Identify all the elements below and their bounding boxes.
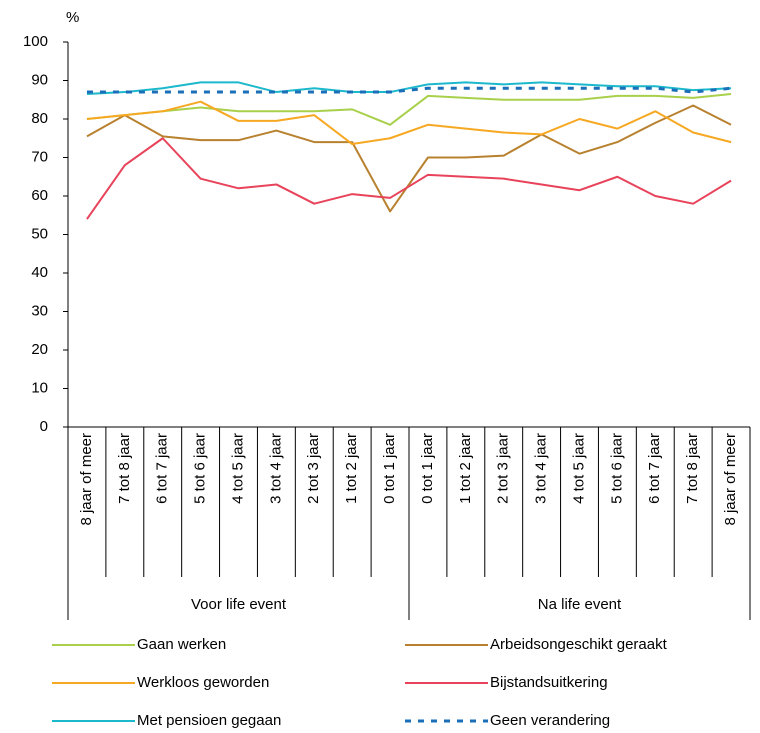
legend-label: Werkloos geworden <box>137 674 269 691</box>
y-tick-label: 10 <box>31 379 48 396</box>
x-tick-label: 5 tot 6 jaar <box>192 433 209 504</box>
legend-label: Met pensioen gegaan <box>137 712 281 729</box>
x-tick-label: 8 jaar of meer <box>78 433 95 526</box>
x-tick-label: 2 tot 3 jaar <box>305 433 322 504</box>
x-tick-label: 6 tot 7 jaar <box>154 433 171 504</box>
x-tick-label: 1 tot 2 jaar <box>457 433 474 504</box>
x-tick-label: 7 tot 8 jaar <box>116 433 133 504</box>
y-tick-label: 20 <box>31 341 48 358</box>
series-line <box>86 92 732 126</box>
x-tick-label: 0 tot 1 jaar <box>419 433 436 504</box>
group-label: Na life event <box>538 596 622 613</box>
series-line <box>86 104 732 213</box>
y-axis-label: % <box>66 9 79 26</box>
x-tick-label: 1 tot 2 jaar <box>343 433 360 504</box>
series-line <box>86 100 732 146</box>
legend-label: Gaan werken <box>137 636 226 653</box>
y-tick-label: 70 <box>31 148 48 165</box>
x-tick-label: 5 tot 6 jaar <box>608 433 625 504</box>
y-tick-label: 90 <box>31 71 48 88</box>
x-tick-label: 3 tot 4 jaar <box>533 433 550 504</box>
legend-label: Arbeidsongeschikt geraakt <box>490 636 668 653</box>
series-line <box>86 86 732 94</box>
x-tick-label: 8 jaar of meer <box>722 433 739 526</box>
x-tick-label: 4 tot 5 jaar <box>570 433 587 504</box>
group-label: Voor life event <box>191 596 287 613</box>
x-tick-label: 3 tot 4 jaar <box>267 433 284 504</box>
y-tick-label: 50 <box>31 225 48 242</box>
x-tick-label: 7 tot 8 jaar <box>684 433 701 504</box>
x-tick-label: 4 tot 5 jaar <box>229 433 246 504</box>
series-line <box>86 81 732 95</box>
y-tick-label: 100 <box>23 33 48 50</box>
y-tick-label: 30 <box>31 302 48 319</box>
legend-label: Bijstandsuitkering <box>490 674 608 691</box>
y-tick-label: 80 <box>31 110 48 127</box>
y-tick-label: 60 <box>31 187 48 204</box>
legend-label: Geen verandering <box>490 712 610 729</box>
y-tick-label: 0 <box>40 418 48 435</box>
y-tick-label: 40 <box>31 264 48 281</box>
x-tick-label: 0 tot 1 jaar <box>381 433 398 504</box>
x-tick-label: 6 tot 7 jaar <box>646 433 663 504</box>
x-tick-label: 2 tot 3 jaar <box>495 433 512 504</box>
series-line <box>86 137 732 220</box>
